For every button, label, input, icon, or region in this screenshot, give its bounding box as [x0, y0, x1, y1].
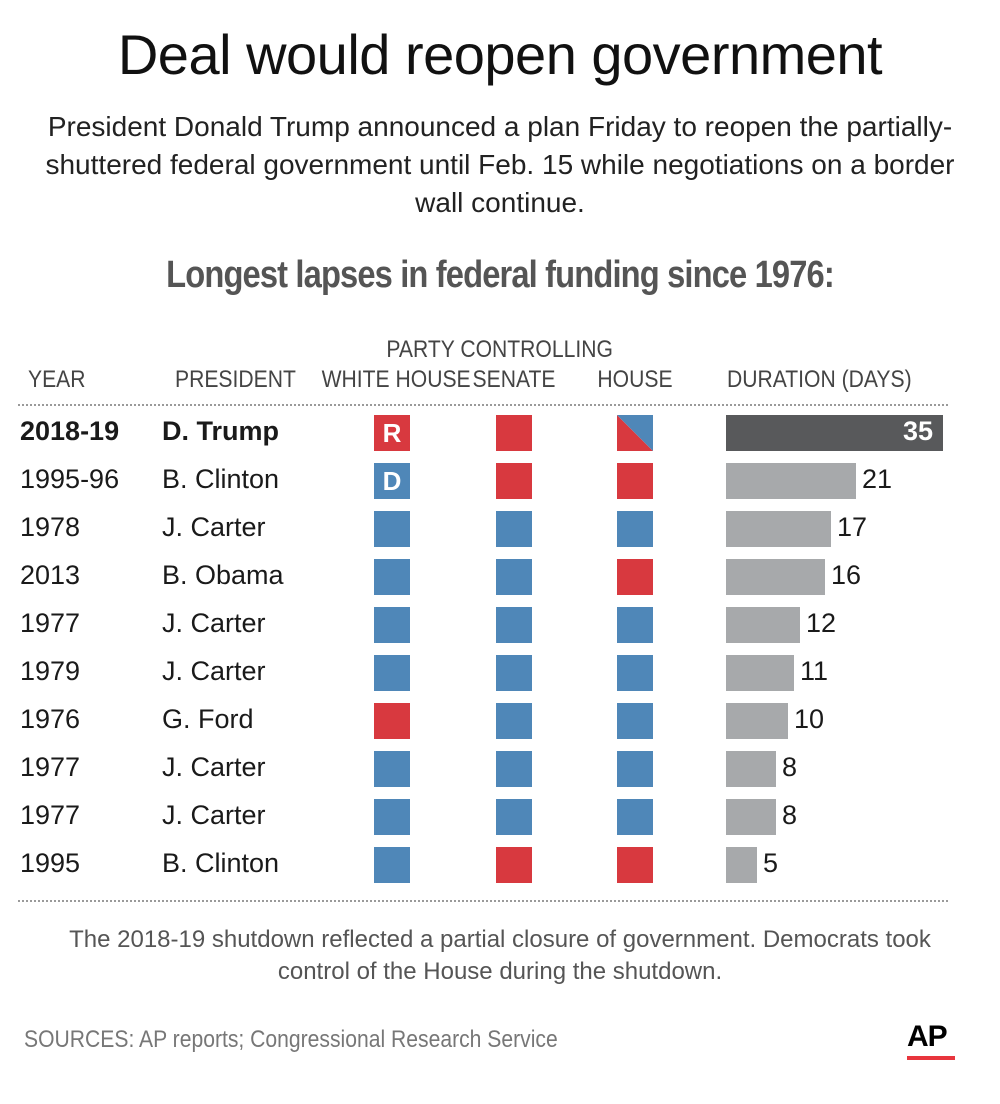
- duration-bar: [726, 703, 788, 739]
- white-house-party-square: [374, 703, 410, 739]
- table-row: 1976 G. Ford 10: [0, 696, 1000, 744]
- table-row: 1979 J. Carter 11: [0, 648, 1000, 696]
- duration-label: 8: [782, 800, 798, 830]
- white-house-party-square: [374, 655, 410, 691]
- senate-party-square: [496, 847, 532, 883]
- ap-logo-text: AP: [907, 1020, 948, 1053]
- chart-title: Longest lapses in federal funding since …: [166, 254, 835, 296]
- duration-bar: [726, 799, 776, 835]
- duration-bar: [726, 607, 800, 643]
- house-party-square: [617, 799, 653, 835]
- white-house-party-square: R: [374, 415, 410, 451]
- senate-party-square: [496, 799, 532, 835]
- duration-bar: [726, 751, 776, 787]
- house-party-square: [617, 751, 653, 787]
- table-row: 1995-96 B. Clinton D 21: [0, 456, 1000, 504]
- header-year: YEAR: [28, 366, 86, 393]
- row-year: 2018-19: [20, 416, 120, 446]
- house-party-square: [617, 655, 653, 691]
- senate-party-square: [496, 463, 532, 499]
- row-year: 1977: [20, 608, 81, 638]
- header-senate: SENATE: [472, 366, 556, 393]
- white-house-party-square: [374, 511, 410, 547]
- duration-label: 5: [763, 848, 779, 878]
- table-row: 1977 J. Carter 12: [0, 600, 1000, 648]
- row-year: 2013: [20, 560, 81, 590]
- house-party-square: [617, 847, 653, 883]
- row-president: G. Ford: [162, 704, 254, 734]
- senate-party-square: [496, 415, 532, 451]
- header-divider: [18, 404, 948, 406]
- duration-bar: [726, 415, 943, 451]
- duration-label: 16: [831, 560, 862, 590]
- senate-party-square: [496, 607, 532, 643]
- house-party-square: [617, 511, 653, 547]
- senate-party-square: [496, 751, 532, 787]
- senate-party-square: [496, 559, 532, 595]
- duration-bar: [726, 655, 794, 691]
- white-house-party-square: [374, 559, 410, 595]
- white-house-party-square: D: [374, 463, 410, 499]
- table-row: 1978 J. Carter 17: [0, 504, 1000, 552]
- house-party-square: [617, 607, 653, 643]
- senate-party-square: [496, 511, 532, 547]
- duration-label: 8: [782, 752, 798, 782]
- house-party-square: [617, 703, 653, 739]
- row-year: 1977: [20, 800, 81, 830]
- duration-bar: [726, 511, 831, 547]
- duration-label: 21: [862, 464, 893, 494]
- row-president: J. Carter: [162, 752, 266, 782]
- duration-label: 11: [800, 656, 829, 686]
- duration-bar: [726, 559, 825, 595]
- headline: Deal would reopen government: [117, 23, 883, 86]
- ap-logo: AP: [907, 1020, 957, 1060]
- duration-label: 17: [837, 512, 868, 542]
- row-president: B. Clinton: [162, 848, 280, 878]
- table-row: 2013 B. Obama 16: [0, 552, 1000, 600]
- table-row: 1977 J. Carter 8: [0, 744, 1000, 792]
- row-president: B. Clinton: [162, 464, 280, 494]
- header-duration: DURATION (DAYS): [727, 366, 912, 393]
- row-year: 1979: [20, 656, 81, 686]
- white-house-party-square: [374, 847, 410, 883]
- row-president: J. Carter: [162, 608, 266, 638]
- duration-bar: [726, 847, 757, 883]
- row-year: 1977: [20, 752, 81, 782]
- house-party-square: [617, 463, 653, 499]
- duration-label: 12: [806, 608, 837, 638]
- duration-bar: [726, 463, 856, 499]
- row-year: 1976: [20, 704, 81, 734]
- row-president: D. Trump: [162, 416, 280, 446]
- row-president: B. Obama: [162, 560, 284, 590]
- footer-divider: [18, 900, 948, 902]
- header-party-controlling: PARTY CONTROLLING: [386, 336, 613, 363]
- house-party-square: [617, 559, 653, 595]
- row-year: 1995: [20, 848, 81, 878]
- senate-party-square: [496, 655, 532, 691]
- white-house-party-square: [374, 607, 410, 643]
- house-party-square: [617, 415, 653, 451]
- white-house-party-square: [374, 799, 410, 835]
- table-row: 2018-19 D. Trump R 35: [0, 408, 1000, 456]
- row-year: 1978: [20, 512, 81, 542]
- row-president: J. Carter: [162, 800, 266, 830]
- header-white-house: WHITE HOUSE: [321, 366, 471, 393]
- ap-logo-underline: [907, 1056, 955, 1060]
- sources: SOURCES: AP reports; Congressional Resea…: [24, 1026, 558, 1053]
- intro-text: President Donald Trump announced a plan …: [45, 111, 955, 218]
- table-row: 1977 J. Carter 8: [0, 792, 1000, 840]
- duration-label: 10: [794, 704, 825, 734]
- table-row: 1995 B. Clinton 5: [0, 840, 1000, 888]
- footnote: The 2018-19 shutdown reflected a partial…: [69, 926, 931, 985]
- header-president: PRESIDENT: [175, 366, 296, 393]
- white-house-party-square: [374, 751, 410, 787]
- senate-party-square: [496, 703, 532, 739]
- row-year: 1995-96: [20, 464, 120, 494]
- row-president: J. Carter: [162, 512, 266, 542]
- row-president: J. Carter: [162, 656, 266, 686]
- duration-label: 35: [903, 416, 934, 446]
- header-house: HOUSE: [597, 366, 673, 393]
- split-party-icon: [617, 415, 653, 451]
